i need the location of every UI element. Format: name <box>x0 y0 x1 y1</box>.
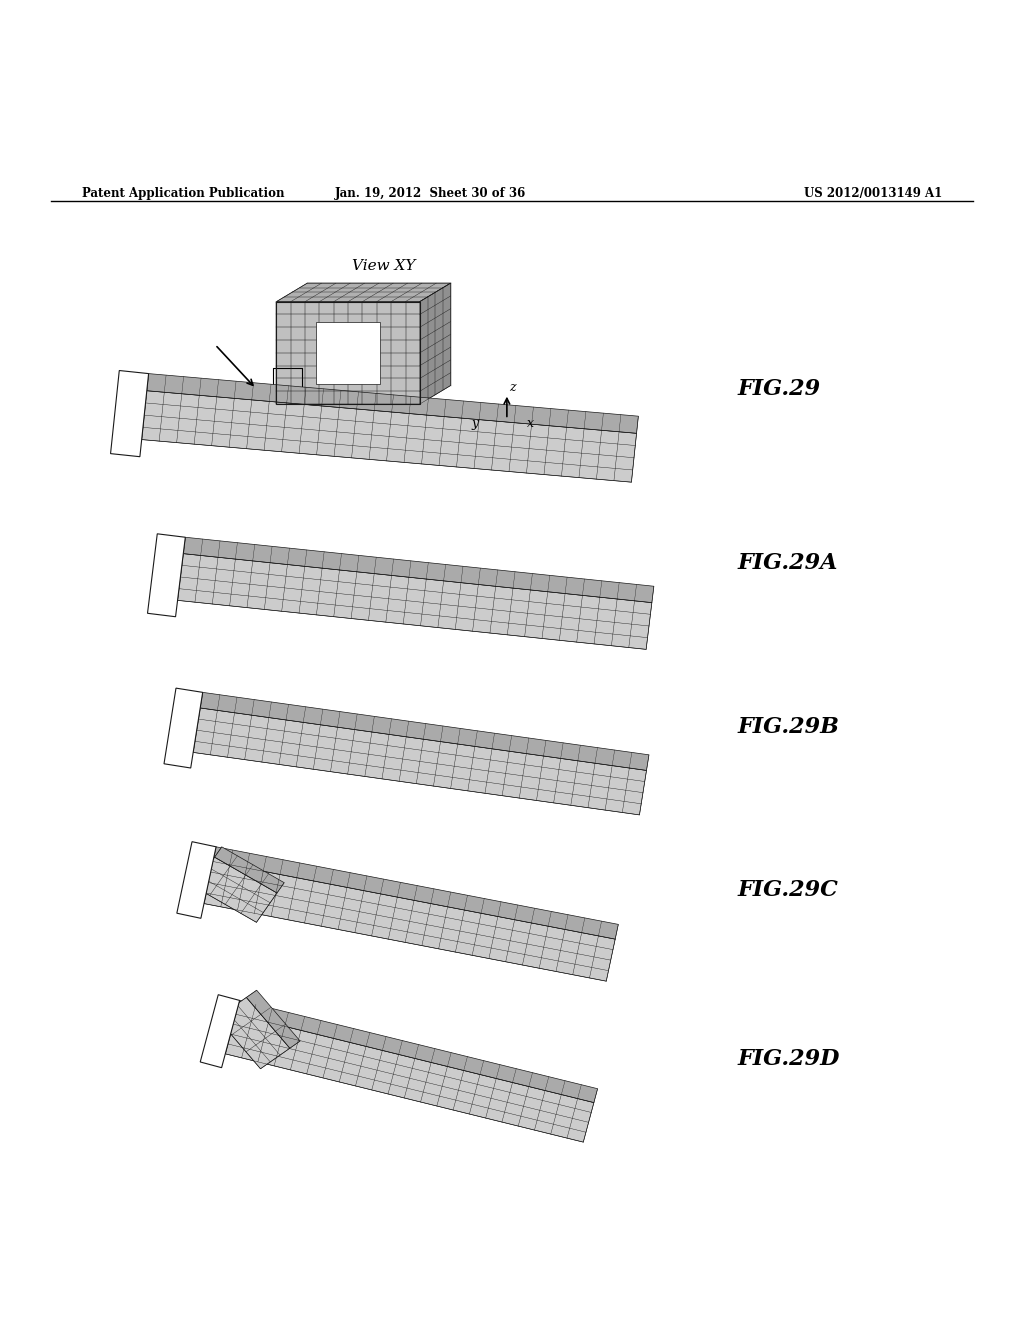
Text: FIG.29: FIG.29 <box>737 378 820 400</box>
Polygon shape <box>276 301 420 404</box>
Polygon shape <box>141 391 637 482</box>
Text: z: z <box>509 380 515 393</box>
Polygon shape <box>201 693 649 771</box>
Polygon shape <box>164 688 203 768</box>
Polygon shape <box>177 553 652 649</box>
Text: Jan. 19, 2012  Sheet 30 of 36: Jan. 19, 2012 Sheet 30 of 36 <box>335 186 525 199</box>
Polygon shape <box>146 374 638 433</box>
Polygon shape <box>201 995 240 1068</box>
Polygon shape <box>315 322 381 384</box>
Polygon shape <box>194 857 278 923</box>
Text: x: x <box>527 417 535 429</box>
Polygon shape <box>225 1014 594 1142</box>
Polygon shape <box>276 284 451 301</box>
Polygon shape <box>213 847 618 939</box>
Text: FIG.29A: FIG.29A <box>737 552 838 574</box>
Polygon shape <box>183 537 654 603</box>
Polygon shape <box>236 1001 598 1102</box>
Text: y: y <box>471 417 478 429</box>
Text: Patent Application Publication: Patent Application Publication <box>82 186 285 199</box>
Polygon shape <box>194 708 646 814</box>
Polygon shape <box>217 998 290 1069</box>
Polygon shape <box>111 371 148 457</box>
Polygon shape <box>420 284 451 404</box>
Text: FIG.29C: FIG.29C <box>737 879 839 902</box>
Polygon shape <box>204 862 615 981</box>
Text: US 2012/0013149 A1: US 2012/0013149 A1 <box>804 186 942 199</box>
Text: FIG.29D: FIG.29D <box>737 1048 840 1071</box>
Polygon shape <box>147 533 185 616</box>
Polygon shape <box>177 842 216 919</box>
Text: FIG.29B: FIG.29B <box>737 715 839 738</box>
Polygon shape <box>215 847 285 892</box>
Text: View XY: View XY <box>352 259 416 273</box>
Polygon shape <box>247 990 300 1048</box>
